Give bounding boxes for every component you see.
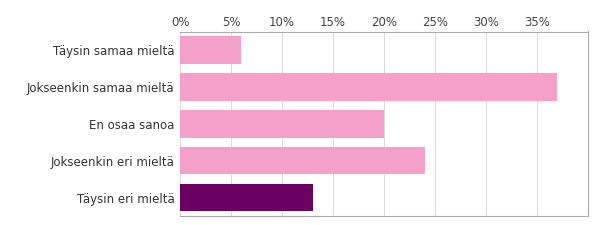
Bar: [180, 147, 425, 174]
Bar: [180, 73, 557, 101]
Bar: [180, 110, 384, 137]
Bar: [180, 184, 313, 211]
Bar: [180, 36, 241, 64]
